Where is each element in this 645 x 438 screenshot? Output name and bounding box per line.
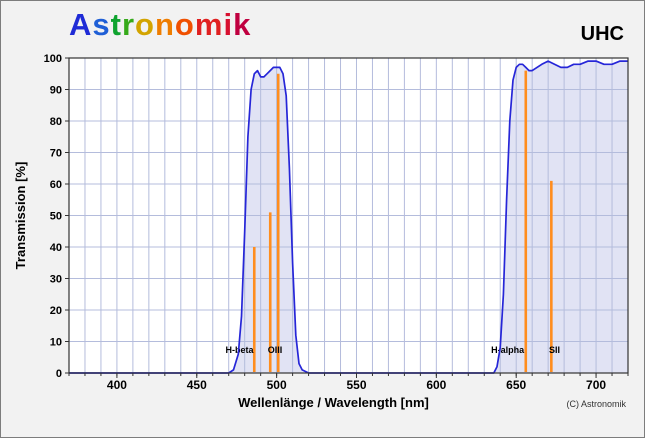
y-tick-label: 70 xyxy=(50,148,62,160)
logo-letter: o xyxy=(174,7,195,42)
astronomik-logo: Astronomik xyxy=(69,7,251,43)
y-tick-label: 30 xyxy=(50,274,62,286)
logo-letter: s xyxy=(92,7,111,42)
x-tick-label: 450 xyxy=(187,378,207,392)
emission-label-oiii: OIII xyxy=(268,345,283,355)
x-tick-label: 400 xyxy=(107,378,127,392)
emission-label-sii: SII xyxy=(549,345,560,355)
copyright-label: (C) Astronomik xyxy=(566,399,626,409)
y-tick-label: 20 xyxy=(50,305,62,317)
logo-letter: A xyxy=(69,7,93,42)
x-axis-title: Wellenlänge / Wavelength [nm] xyxy=(238,395,429,410)
logo-letter: i xyxy=(223,7,234,42)
y-tick-label: 60 xyxy=(50,179,62,191)
y-tick-label: 0 xyxy=(56,368,62,380)
x-tick-label: 500 xyxy=(267,378,287,392)
logo-letter: o xyxy=(135,7,155,42)
logo-letter: k xyxy=(233,7,252,42)
filter-name-label: UHC xyxy=(580,23,624,45)
logo-letter: m xyxy=(194,7,224,42)
y-tick-label: 40 xyxy=(50,242,62,254)
y-tick-label: 10 xyxy=(50,337,62,349)
y-tick-label: 80 xyxy=(50,116,62,128)
y-axis-title: Transmission [%] xyxy=(13,162,28,270)
x-tick-label: 650 xyxy=(506,378,526,392)
logo-letter: n xyxy=(154,7,175,42)
emission-label-h-beta: H-beta xyxy=(225,345,254,355)
y-tick-label: 50 xyxy=(50,211,62,223)
emission-label-h-alpha: H-alpha xyxy=(491,345,525,355)
x-tick-label: 550 xyxy=(346,378,366,392)
x-tick-label: 600 xyxy=(426,378,446,392)
y-tick-label: 100 xyxy=(44,53,62,65)
logo-letter: t xyxy=(110,7,122,42)
y-tick-label: 90 xyxy=(50,85,62,97)
logo-letter: r xyxy=(121,7,136,42)
x-tick-label: 700 xyxy=(586,378,606,392)
